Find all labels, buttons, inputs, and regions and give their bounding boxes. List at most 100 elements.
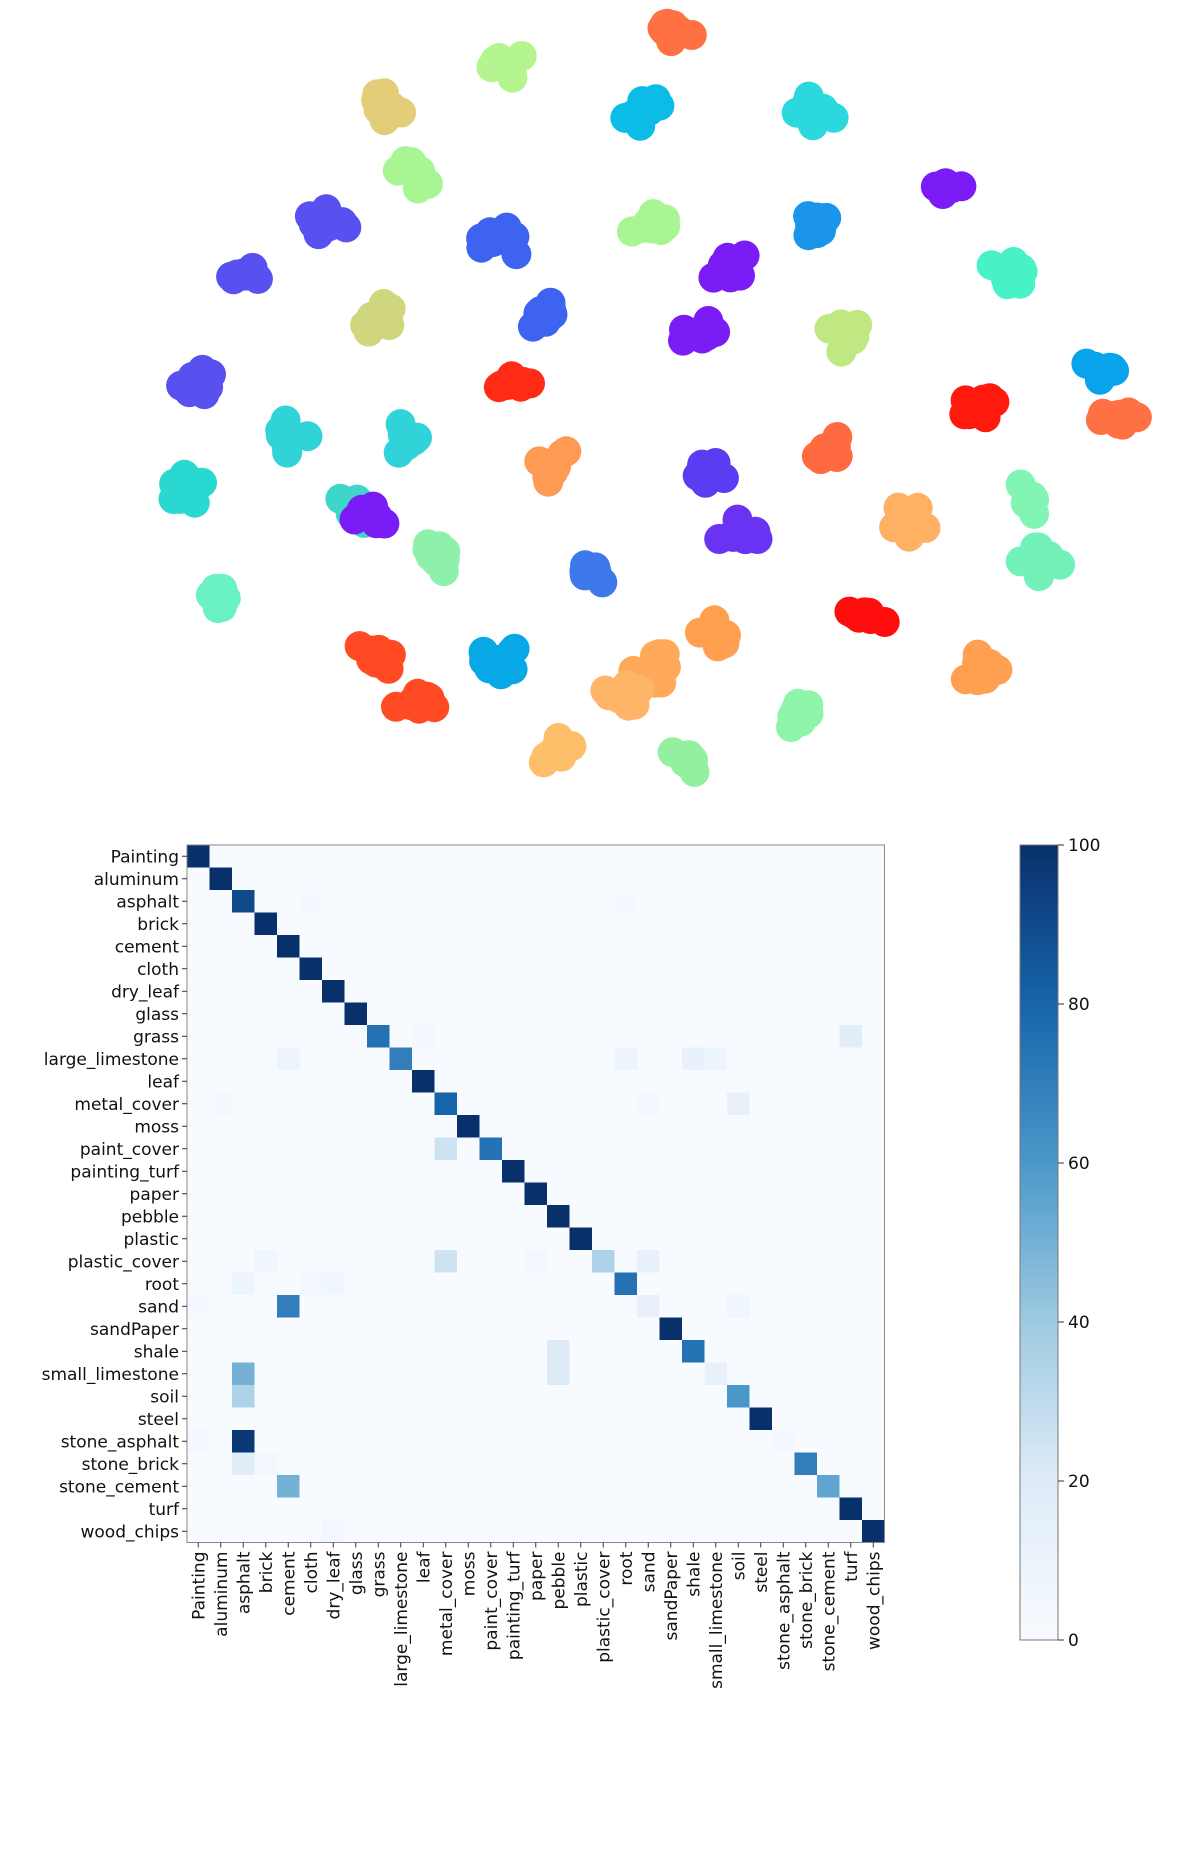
heatmap-cell bbox=[502, 1160, 525, 1183]
heatmap-cell bbox=[389, 1295, 413, 1318]
heatmap-cell bbox=[209, 1295, 233, 1318]
heatmap-cell bbox=[862, 1385, 885, 1408]
heatmap-cell bbox=[614, 1070, 638, 1093]
heatmap-cell bbox=[232, 1452, 255, 1476]
heatmap-cell bbox=[344, 1182, 368, 1206]
heatmap-cell bbox=[637, 957, 660, 981]
col-label: paper bbox=[527, 1551, 547, 1600]
heatmap-cell bbox=[209, 1070, 233, 1093]
heatmap-cell bbox=[839, 1362, 863, 1386]
heatmap-cell bbox=[659, 1497, 683, 1521]
scatter-cluster bbox=[879, 492, 941, 552]
heatmap-cell bbox=[839, 1340, 863, 1363]
heatmap-cell bbox=[502, 1497, 525, 1521]
heatmap-cell bbox=[659, 1227, 683, 1251]
heatmap-cell bbox=[839, 1497, 863, 1521]
heatmap-cell bbox=[749, 1205, 773, 1228]
heatmap-cell bbox=[412, 1025, 435, 1048]
heatmap-cell bbox=[277, 1070, 300, 1093]
heatmap-cell bbox=[839, 912, 863, 936]
heatmap-cell bbox=[277, 1520, 300, 1543]
heatmap-cell bbox=[502, 1272, 525, 1296]
heatmap-cell bbox=[434, 890, 458, 913]
heatmap-cell bbox=[794, 1205, 818, 1228]
scatter-cluster bbox=[704, 504, 773, 555]
row-label: shale bbox=[134, 1342, 179, 1362]
heatmap-cell bbox=[794, 1115, 818, 1138]
col-label: aluminum bbox=[212, 1552, 232, 1637]
row-label: sand bbox=[138, 1297, 179, 1317]
heatmap-cell bbox=[479, 1452, 503, 1476]
heatmap-cell bbox=[322, 1362, 345, 1386]
heatmap-cell bbox=[457, 1295, 480, 1318]
heatmap-cell bbox=[862, 1182, 885, 1206]
heatmap-cell bbox=[412, 1137, 435, 1161]
heatmap-cell bbox=[659, 845, 683, 868]
column-labels: Painting aluminum asphalt brick cement cloth d… bbox=[189, 1542, 884, 1689]
heatmap-cell bbox=[277, 1295, 300, 1318]
heatmap-cell bbox=[817, 890, 840, 913]
heatmap-cell bbox=[817, 1497, 840, 1521]
heatmap-cell bbox=[772, 1497, 795, 1521]
col-label: asphalt bbox=[234, 1551, 254, 1614]
heatmap-cell bbox=[254, 980, 278, 1003]
heatmap-cell bbox=[367, 1137, 390, 1161]
heatmap-cell bbox=[344, 980, 368, 1003]
scatter-point bbox=[171, 462, 202, 493]
heatmap-cell bbox=[862, 1475, 885, 1498]
heatmap-cell bbox=[727, 1250, 750, 1273]
heatmap-cell bbox=[232, 1430, 255, 1453]
heatmap-cell bbox=[569, 1520, 593, 1543]
heatmap-cell bbox=[344, 1160, 368, 1183]
heatmap-cell bbox=[209, 1002, 233, 1026]
scatter-point bbox=[545, 733, 576, 764]
heatmap-cell bbox=[389, 1070, 413, 1093]
heatmap-cell bbox=[457, 1430, 480, 1453]
heatmap-cell bbox=[592, 1295, 615, 1318]
heatmap-cell bbox=[434, 1047, 458, 1071]
heatmap-cell bbox=[592, 845, 615, 868]
heatmap-cell bbox=[322, 1520, 345, 1543]
heatmap-cell bbox=[547, 980, 570, 1003]
heatmap-cell bbox=[637, 1182, 660, 1206]
heatmap-cell bbox=[389, 1137, 413, 1161]
heatmap-cell bbox=[794, 1137, 818, 1161]
heatmap-cell bbox=[412, 1497, 435, 1521]
scatter-cluster bbox=[668, 306, 731, 356]
heatmap-cell bbox=[434, 1227, 458, 1251]
colorbar-ticks: 0 20 40 60 80 100 bbox=[1058, 836, 1100, 1651]
heatmap-cell bbox=[254, 1520, 278, 1543]
heatmap-cell bbox=[187, 1025, 210, 1048]
heatmap-cell bbox=[322, 867, 345, 891]
heatmap-cell bbox=[569, 980, 593, 1003]
heatmap-cell bbox=[367, 912, 390, 936]
heatmap-cell bbox=[682, 845, 705, 868]
col-label: plastic bbox=[572, 1552, 592, 1608]
heatmap-cell bbox=[322, 1430, 345, 1453]
heatmap-cell bbox=[682, 1160, 705, 1183]
scatter-cluster bbox=[610, 84, 675, 141]
scatter-cluster bbox=[381, 678, 450, 724]
heatmap-cell bbox=[457, 1475, 480, 1498]
heatmap-cell bbox=[704, 1092, 728, 1116]
heatmap-cell bbox=[704, 1520, 728, 1543]
scatter-cluster bbox=[1071, 348, 1130, 395]
heatmap-cell bbox=[187, 1272, 210, 1296]
heatmap-cell bbox=[254, 1295, 278, 1318]
heatmap-cell bbox=[569, 1317, 593, 1341]
heatmap-cell bbox=[637, 1250, 660, 1273]
heatmap-cell bbox=[727, 1452, 750, 1476]
row-label: cement bbox=[115, 937, 180, 957]
heatmap-cell bbox=[772, 1385, 795, 1408]
heatmap-cell bbox=[817, 1182, 840, 1206]
heatmap-cell bbox=[637, 1430, 660, 1453]
heatmap-cell bbox=[659, 1160, 683, 1183]
heatmap-cell bbox=[727, 935, 750, 958]
heatmap-cell bbox=[749, 1137, 773, 1161]
heatmap-cell bbox=[389, 957, 413, 981]
col-label: glass bbox=[347, 1551, 367, 1595]
heatmap-cell bbox=[659, 1272, 683, 1296]
heatmap-cell bbox=[637, 1272, 660, 1296]
heatmap-cell bbox=[209, 1227, 233, 1251]
heatmap-cell bbox=[794, 1182, 818, 1206]
